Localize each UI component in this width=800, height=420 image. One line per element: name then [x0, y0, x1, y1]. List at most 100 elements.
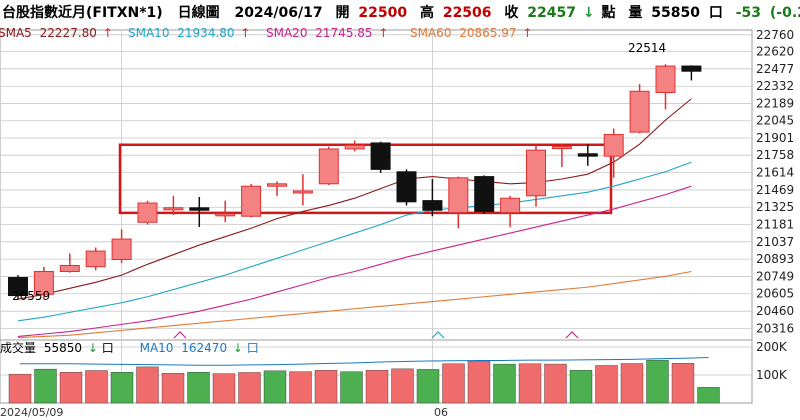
sma20-line — [17, 185, 692, 337]
candle-body — [8, 277, 28, 297]
volume-bar — [467, 360, 491, 404]
candle-body — [396, 171, 417, 203]
candle — [474, 175, 495, 214]
crossover-marker — [173, 331, 187, 339]
volume-unit: 口 — [709, 5, 723, 21]
open-value: 22500 — [358, 5, 407, 21]
change-percent: (-0.24%) — [770, 5, 800, 21]
y-tick-label: 21325 — [756, 200, 794, 214]
volume-bar — [212, 373, 236, 404]
candles — [8, 64, 702, 300]
vol-ma-label: MA10 — [140, 341, 174, 355]
candle-body — [85, 250, 106, 268]
volume-bar — [34, 368, 57, 404]
candle — [267, 181, 287, 196]
candle — [8, 275, 28, 300]
candle-body — [370, 142, 391, 170]
candle-body — [59, 265, 80, 273]
volume-bar — [697, 387, 720, 404]
volume-bar — [238, 372, 261, 404]
sma20-legend: SMA20 21745.85 ↑ — [266, 26, 388, 40]
close-down-arrow: ↓ — [583, 5, 595, 21]
volume-bar — [620, 363, 644, 404]
volume-bar — [161, 373, 185, 404]
crossover-marker — [565, 331, 579, 339]
candle — [551, 144, 572, 167]
candle — [137, 200, 158, 225]
symbol-name: 台股指數近月(FITXN*1) — [2, 4, 163, 21]
volume-bar — [289, 371, 312, 404]
sma10-up-arrow: ↑ — [240, 26, 250, 40]
vol-ma-value: 162470 — [181, 341, 227, 355]
volume-bar — [646, 359, 669, 404]
sma5-up-arrow: ↑ — [103, 26, 113, 40]
volume-down-arrow: ↓ — [88, 341, 98, 355]
date-value: 2024/06/17 — [234, 5, 322, 21]
close-value: 22457 — [527, 5, 576, 21]
price-axis: 22760 22620 22477 22332 22189 22045 21901 21758… — [756, 28, 794, 336]
y-tick-label: 20460 — [756, 304, 794, 318]
consolidation-rect — [118, 143, 613, 215]
y-tick-label: 20749 — [756, 269, 794, 283]
candle-body — [163, 207, 184, 211]
candle-body — [629, 90, 650, 133]
moving-average-lines — [17, 98, 692, 339]
candle — [577, 144, 598, 166]
candle-body — [526, 149, 546, 197]
symbol-title: 台股指數近月(FITXN*1) 日線圖 2024/06/17 開 22500 高… — [2, 4, 800, 21]
candle — [215, 200, 236, 223]
candle-body — [292, 190, 313, 194]
y-tick-label: 21758 — [756, 148, 794, 162]
volume-bar — [365, 370, 389, 404]
y-tick-label: 20893 — [756, 252, 794, 266]
candle-body — [111, 238, 132, 260]
candle — [396, 169, 417, 206]
consolidation-box — [118, 143, 613, 215]
y-tick-label: 20316 — [756, 321, 794, 335]
candle-body — [33, 271, 54, 295]
volume-bar — [544, 363, 567, 404]
sma20-up-arrow: ↑ — [378, 26, 388, 40]
volume-bar — [263, 370, 287, 404]
candle-body — [551, 146, 572, 150]
header: 台股指數近月(FITXN*1) 日線圖 2024/06/17 開 22500 高… — [2, 4, 800, 21]
candle — [370, 141, 391, 173]
candle — [629, 84, 650, 134]
volume-bar — [187, 372, 210, 404]
crossover-marker — [431, 331, 445, 339]
volume-bar — [391, 368, 414, 404]
volume-bar — [518, 363, 542, 404]
candle-body — [474, 176, 495, 212]
change-value: -53 — [736, 5, 761, 21]
period-label: 日線圖 — [178, 4, 220, 21]
y-tick-label: 22332 — [756, 79, 794, 93]
candle — [344, 140, 365, 152]
y-tick-label: 21469 — [756, 183, 794, 197]
candle-body — [577, 153, 598, 157]
candle — [292, 174, 313, 206]
vol-tick-label: 100K — [756, 368, 788, 382]
candle — [85, 247, 106, 271]
sma10-line — [17, 161, 692, 322]
y-tick-label: 22189 — [756, 96, 794, 110]
y-tick-label: 22620 — [756, 45, 794, 59]
candle-body — [137, 202, 158, 223]
sma5-legend: SMA5 22227.80 ↑ — [0, 26, 113, 40]
volume-bar — [136, 366, 159, 404]
candle — [655, 64, 676, 110]
low-annotation: 20559 — [12, 289, 50, 303]
candle — [448, 176, 469, 229]
candle — [318, 146, 339, 185]
y-tick-label: 22477 — [756, 62, 794, 76]
y-tick-label: 21901 — [756, 131, 794, 145]
candle — [59, 253, 80, 273]
points-label: 點 — [602, 4, 616, 21]
volume-bar — [59, 372, 83, 404]
candle-body — [422, 200, 443, 211]
volume-legend-label: 成交量 — [0, 340, 36, 355]
candle-body — [215, 213, 236, 217]
y-tick-label: 22760 — [756, 28, 794, 42]
high-annotation: 22514 — [628, 41, 666, 55]
y-tick-label: 20605 — [756, 287, 794, 301]
volume-bar — [85, 370, 108, 404]
